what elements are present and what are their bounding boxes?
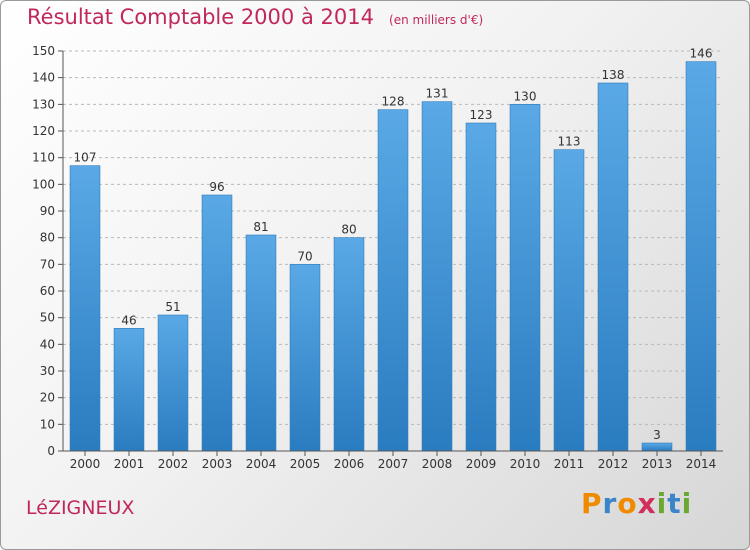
bar-2014	[685, 61, 717, 452]
y-tick-label: 90	[40, 204, 55, 218]
value-label-2007: 128	[382, 95, 405, 109]
x-tick-label-2000: 2000	[70, 457, 101, 471]
value-label-2014: 146	[690, 47, 713, 61]
value-label-2006: 80	[341, 223, 356, 237]
bar-2011	[553, 149, 585, 452]
bar-2001	[113, 328, 145, 452]
y-tick-label: 140	[32, 71, 55, 85]
value-label-2011: 113	[558, 135, 581, 149]
y-tick-label: 40	[40, 337, 55, 351]
value-label-2004: 81	[253, 220, 268, 234]
bar-2008	[421, 101, 453, 452]
y-tick-label: 120	[32, 124, 55, 138]
value-label-2013: 3	[653, 428, 661, 442]
value-label-2000: 107	[74, 151, 97, 165]
y-tick-label: 80	[40, 231, 55, 245]
x-tick-label-2007: 2007	[378, 457, 409, 471]
y-tick-label: 60	[40, 284, 55, 298]
y-tick-label: 50	[40, 311, 55, 325]
logo-letter: P	[581, 487, 603, 520]
logo-letter: i	[656, 487, 668, 520]
x-tick-label-2005: 2005	[290, 457, 321, 471]
y-tick-label: 100	[32, 177, 55, 191]
x-tick-label-2008: 2008	[422, 457, 453, 471]
x-tick-label-2001: 2001	[114, 457, 145, 471]
chart-title: Résultat Comptable 2000 à 2014	[27, 5, 374, 29]
value-label-2003: 96	[209, 180, 224, 194]
title-row: Résultat Comptable 2000 à 2014 (en milli…	[27, 5, 483, 29]
x-tick-label-2002: 2002	[158, 457, 189, 471]
logo-letter: t	[667, 487, 682, 520]
bar-2007	[377, 109, 409, 452]
x-tick-label-2012: 2012	[598, 457, 629, 471]
value-label-2010: 130	[514, 89, 537, 103]
chart-subtitle: (en milliers d'€)	[389, 13, 484, 27]
bar-2009	[465, 122, 497, 452]
logo-letter: x	[637, 487, 657, 520]
value-label-2012: 138	[602, 68, 625, 82]
value-label-2008: 131	[426, 87, 449, 101]
x-tick-label-2014: 2014	[686, 457, 717, 471]
logo-letter: i	[681, 487, 693, 520]
bar-2002	[157, 314, 189, 452]
value-label-2005: 70	[297, 249, 312, 263]
logo-letter: r	[602, 487, 618, 520]
x-tick-label-2004: 2004	[246, 457, 277, 471]
proxiti-logo[interactable]: Proxiti	[581, 487, 692, 520]
x-tick-label-2011: 2011	[554, 457, 585, 471]
x-tick-label-2013: 2013	[642, 457, 673, 471]
bar-2010	[509, 104, 541, 452]
bar-2004	[245, 234, 277, 452]
value-label-2002: 51	[165, 300, 180, 314]
bar-2013	[641, 442, 673, 452]
bar-2012	[597, 82, 629, 452]
bar-2000	[69, 165, 101, 452]
bar-2006	[333, 237, 365, 452]
y-tick-label: 20	[40, 391, 55, 405]
value-label-2001: 46	[121, 313, 136, 327]
y-tick-label: 0	[47, 444, 55, 458]
x-tick-label-2003: 2003	[202, 457, 233, 471]
y-tick-label: 10	[40, 417, 55, 431]
y-tick-label: 110	[32, 151, 55, 165]
y-tick-label: 130	[32, 97, 55, 111]
y-tick-label: 30	[40, 364, 55, 378]
value-label-2009: 123	[470, 108, 493, 122]
y-tick-label: 150	[32, 44, 55, 58]
y-tick-label: 70	[40, 257, 55, 271]
bar-2005	[289, 264, 321, 452]
x-tick-label-2010: 2010	[510, 457, 541, 471]
commune-name: LéZIGNEUX	[26, 497, 135, 519]
logo-letter: o	[617, 487, 638, 520]
bar-2003	[201, 194, 233, 452]
x-tick-label-2006: 2006	[334, 457, 365, 471]
x-tick-label-2009: 2009	[466, 457, 497, 471]
